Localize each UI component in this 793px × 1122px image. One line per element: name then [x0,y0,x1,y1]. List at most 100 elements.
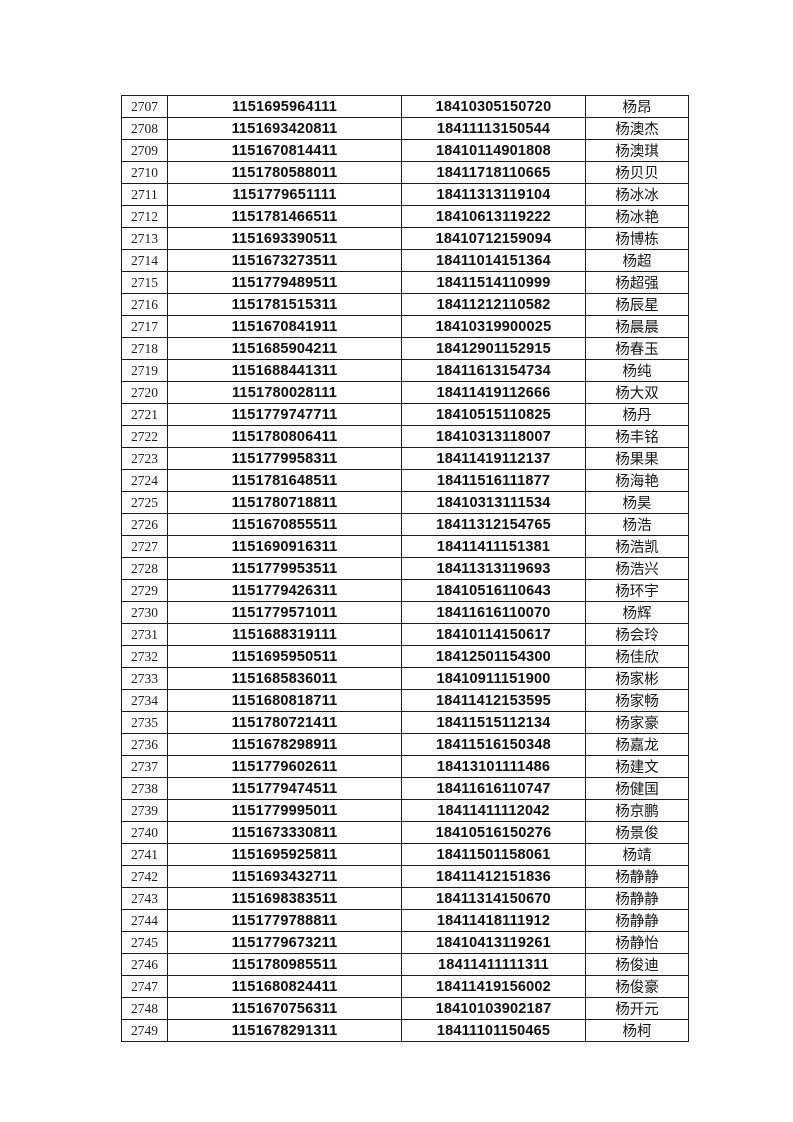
code-a-cell: 1151670855511 [167,513,402,536]
serial-number-cell: 2708 [121,117,168,140]
name-cell: 杨贝贝 [585,161,689,184]
table-row: 2726 1151670855511 18411312154765 杨浩 [121,513,689,536]
code-b-cell: 18411515112134 [401,711,586,734]
code-b-cell: 18413101111486 [401,755,586,778]
code-a-cell: 1151693420811 [167,117,402,140]
code-b-cell: 18411312154765 [401,513,586,536]
serial-number-cell: 2724 [121,469,168,492]
code-b-cell: 18412501154300 [401,645,586,668]
table-row: 2729 1151779426311 18410516110643 杨环宇 [121,579,689,602]
serial-number-cell: 2717 [121,315,168,338]
table-row: 2735 1151780721411 18411515112134 杨家豪 [121,711,689,734]
name-cell: 杨开元 [585,997,689,1020]
serial-number-cell: 2710 [121,161,168,184]
serial-number-cell: 2734 [121,689,168,712]
code-b-cell: 18411014151364 [401,249,586,272]
code-b-cell: 18410613119222 [401,205,586,228]
serial-number-cell: 2745 [121,931,168,954]
name-cell: 杨浩 [585,513,689,536]
code-a-cell: 1151678291311 [167,1019,402,1042]
code-a-cell: 1151780588011 [167,161,402,184]
table-row: 2722 1151780806411 18410313118007 杨丰铭 [121,425,689,448]
code-b-cell: 18410516150276 [401,821,586,844]
code-a-cell: 1151779953511 [167,557,402,580]
serial-number-cell: 2738 [121,777,168,800]
code-b-cell: 18410114150617 [401,623,586,646]
code-a-cell: 1151779602611 [167,755,402,778]
serial-number-cell: 2713 [121,227,168,250]
name-cell: 杨果果 [585,447,689,470]
code-a-cell: 1151779958311 [167,447,402,470]
table-row: 2731 1151688319111 18410114150617 杨会玲 [121,623,689,646]
code-a-cell: 1151670756311 [167,997,402,1020]
code-b-cell: 18410712159094 [401,227,586,250]
code-b-cell: 18410516110643 [401,579,586,602]
table-row: 2746 1151780985511 18411411111311 杨俊迪 [121,953,689,976]
name-cell: 杨佳欣 [585,645,689,668]
table-row: 2712 1151781466511 18410613119222 杨冰艳 [121,205,689,228]
code-a-cell: 1151781648511 [167,469,402,492]
code-b-cell: 18411516111877 [401,469,586,492]
code-a-cell: 1151781515311 [167,293,402,316]
code-b-cell: 18411718110665 [401,161,586,184]
table-row: 2708 1151693420811 18411113150544 杨澳杰 [121,117,689,140]
serial-number-cell: 2747 [121,975,168,998]
code-a-cell: 1151779474511 [167,777,402,800]
table-row: 2745 1151779673211 18410413119261 杨静怡 [121,931,689,954]
table-row: 2730 1151779571011 18411616110070 杨辉 [121,601,689,624]
code-b-cell: 18410103902187 [401,997,586,1020]
table-row: 2738 1151779474511 18411616110747 杨健国 [121,777,689,800]
code-a-cell: 1151779788811 [167,909,402,932]
name-cell: 杨浩凯 [585,535,689,558]
serial-number-cell: 2742 [121,865,168,888]
name-cell: 杨静怡 [585,931,689,954]
name-cell: 杨澳杰 [585,117,689,140]
serial-number-cell: 2718 [121,337,168,360]
table-row: 2720 1151780028111 18411419112666 杨大双 [121,381,689,404]
table-row: 2723 1151779958311 18411419112137 杨果果 [121,447,689,470]
table-row: 2709 1151670814411 18410114901808 杨澳琪 [121,139,689,162]
serial-number-cell: 2727 [121,535,168,558]
table-row: 2725 1151780718811 18410313111534 杨昊 [121,491,689,514]
code-a-cell: 1151680824411 [167,975,402,998]
code-a-cell: 1151780806411 [167,425,402,448]
code-a-cell: 1151670814411 [167,139,402,162]
serial-number-cell: 2731 [121,623,168,646]
serial-number-cell: 2746 [121,953,168,976]
name-cell: 杨晨晨 [585,315,689,338]
code-b-cell: 18411411112042 [401,799,586,822]
code-a-cell: 1151695950511 [167,645,402,668]
code-a-cell: 1151781466511 [167,205,402,228]
name-cell: 杨家畅 [585,689,689,712]
serial-number-cell: 2744 [121,909,168,932]
serial-number-cell: 2726 [121,513,168,536]
name-cell: 杨京鹏 [585,799,689,822]
serial-number-cell: 2749 [121,1019,168,1042]
code-b-cell: 18411419112137 [401,447,586,470]
table-row: 2743 1151698383511 18411314150670 杨静静 [121,887,689,910]
code-a-cell: 1151670841911 [167,315,402,338]
name-cell: 杨大双 [585,381,689,404]
name-cell: 杨超 [585,249,689,272]
name-cell: 杨靖 [585,843,689,866]
serial-number-cell: 2711 [121,183,168,206]
code-a-cell: 1151779995011 [167,799,402,822]
name-cell: 杨俊豪 [585,975,689,998]
table-row: 2736 1151678298911 18411516150348 杨嘉龙 [121,733,689,756]
table-row: 2749 1151678291311 18411101150465 杨柯 [121,1019,689,1042]
code-b-cell: 18411113150544 [401,117,586,140]
name-cell: 杨博栋 [585,227,689,250]
serial-number-cell: 2712 [121,205,168,228]
table-row: 2724 1151781648511 18411516111877 杨海艳 [121,469,689,492]
serial-number-cell: 2733 [121,667,168,690]
code-a-cell: 1151779673211 [167,931,402,954]
code-a-cell: 1151693390511 [167,227,402,250]
name-cell: 杨嘉龙 [585,733,689,756]
code-b-cell: 18410114901808 [401,139,586,162]
code-a-cell: 1151673330811 [167,821,402,844]
table-row: 2714 1151673273511 18411014151364 杨超 [121,249,689,272]
serial-number-cell: 2735 [121,711,168,734]
table-body: 2707 1151695964111 18410305150720 杨昂 2708 115… [121,95,689,1042]
name-cell: 杨海艳 [585,469,689,492]
